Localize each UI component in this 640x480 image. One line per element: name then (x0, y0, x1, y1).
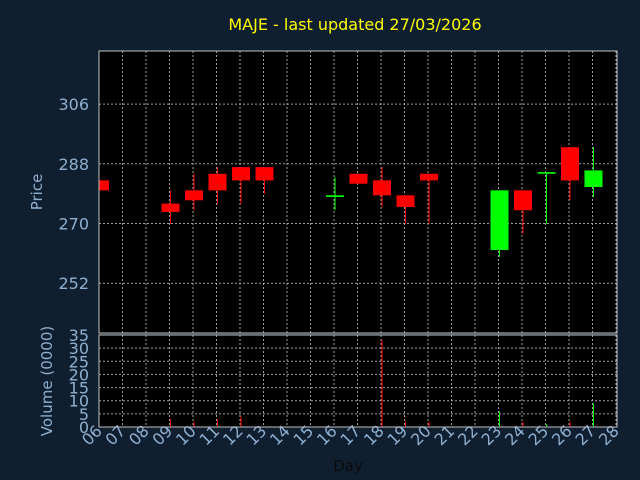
volume-y-tick-label: 25 (69, 352, 89, 371)
x-axis-label: Day (333, 457, 363, 475)
candle-11 (208, 167, 227, 204)
candle-20 (420, 173, 438, 224)
volume-grid (98, 334, 617, 428)
candle-10 (185, 173, 203, 211)
volume-y-tick-label: 10 (69, 392, 89, 411)
candle-body (99, 180, 109, 191)
candle-body (514, 190, 532, 211)
candle-24 (514, 190, 532, 234)
candles (99, 147, 603, 257)
price-plot-border (98, 50, 618, 334)
candle-body (208, 173, 227, 191)
volume-y-tick-label: 5 (79, 405, 89, 424)
price-y-tick-label: 270 (58, 215, 89, 234)
volume-y-tick-label: 20 (69, 365, 89, 384)
candle-body (326, 195, 344, 197)
volume-y-tick-label: 30 (69, 339, 89, 358)
candle-body (255, 167, 274, 181)
candle-27 (584, 147, 603, 197)
candle-body (161, 203, 180, 212)
candle-16 (326, 177, 344, 211)
candle-body (561, 147, 579, 181)
candle-13 (255, 167, 274, 194)
price-axis-label: Price (28, 174, 46, 211)
candle-body (232, 167, 250, 181)
candle-body (373, 180, 391, 196)
candle-26 (561, 147, 579, 201)
candle-body (349, 173, 368, 184)
price-y-ticks: 252 270 288 306 (58, 95, 89, 293)
price-y-tick-label: 252 (58, 274, 89, 293)
chart-title: MAJE - last updated 27/03/2026 (228, 15, 481, 34)
candle-body (490, 190, 509, 251)
candle-17 (349, 173, 368, 184)
candle-12 (232, 167, 250, 204)
price-y-tick-label: 306 (58, 95, 89, 114)
candle-body (537, 172, 556, 174)
volume-y-tick-label: 35 (69, 326, 89, 345)
volume-bars (170, 340, 594, 427)
candle-body (420, 173, 438, 181)
volume-y-tick-label: 15 (69, 379, 89, 398)
candle-23 (490, 190, 509, 257)
candle-19 (396, 195, 415, 224)
volume-y-tick-label: 0 (79, 418, 89, 437)
candle-25 (537, 172, 556, 224)
candle-body (185, 190, 203, 201)
candle-body (584, 170, 603, 188)
volume-plot-border (98, 334, 618, 428)
candle-body (396, 195, 415, 207)
candle-18 (373, 167, 391, 207)
price-y-tick-label: 288 (58, 155, 89, 174)
volume-axis-label: Volume (0000) (38, 326, 56, 436)
x-ticks: 0607080910111213141516171819202122232425… (78, 421, 623, 449)
candle-9 (161, 190, 180, 224)
candle-6 (99, 180, 109, 191)
